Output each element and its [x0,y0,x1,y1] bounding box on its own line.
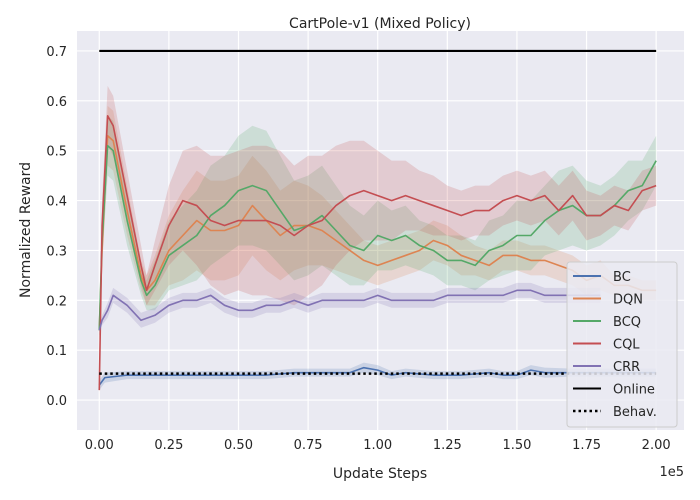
band-bcq [99,115,657,341]
series-lines [98,49,657,391]
y-tick-label: 0.2 [46,294,67,309]
x-tick-label: 0.50 [224,438,253,453]
legend-label: BC [613,270,631,285]
x-tick-label: 1.00 [363,438,392,453]
band-cql [99,85,657,401]
x-tick-label: 1.75 [572,438,601,453]
x-tick-label: 0.00 [85,438,114,453]
chart-title: CartPole-v1 (Mixed Policy) [289,16,471,32]
x-tick-label: 0.25 [154,438,183,453]
legend-label: CQL [613,338,640,353]
legend-label: DQN [613,293,643,308]
x-tick-label: 2.00 [642,438,671,453]
legend: BC DQN BCQ CQL CRR Online Behav. [566,261,678,428]
series-line-bc [98,366,657,386]
y-tick-label: 0.7 [46,45,67,60]
series-line-bcq [98,144,657,331]
x-multiplier-label: 1e5 [659,465,684,480]
x-ticks: 0.00 0.25 0.50 0.75 1.00 1.25 1.50 1.75 2.00 [85,438,671,453]
y-tick-label: 0.1 [46,344,67,359]
y-tick-label: 0.3 [46,244,67,259]
x-tick-label: 0.75 [294,438,323,453]
legend-label: BCQ [613,315,641,330]
x-tick-label: 1.50 [502,438,531,453]
legend-label: Behav. [613,405,657,420]
y-axis-label: Normalized Reward [18,162,34,298]
series-line-dqn [98,134,657,331]
y-tick-label: 0.4 [46,195,67,210]
series-line-cql [98,114,657,391]
band-bc [99,362,657,391]
y-tick-label: 0.5 [46,145,67,160]
y-tick-label: 0.6 [46,95,67,110]
x-axis-label: Update Steps [333,466,427,482]
legend-label: CRR [613,360,640,375]
series-line-crr [98,289,601,331]
y-ticks: 0.0 0.1 0.2 0.3 0.4 0.5 0.6 0.7 [46,45,67,409]
band-dqn [99,105,657,341]
y-tick-label: 0.0 [46,394,67,409]
x-tick-label: 1.25 [433,438,462,453]
legend-label: Online [613,383,655,398]
legend-box [566,261,678,428]
